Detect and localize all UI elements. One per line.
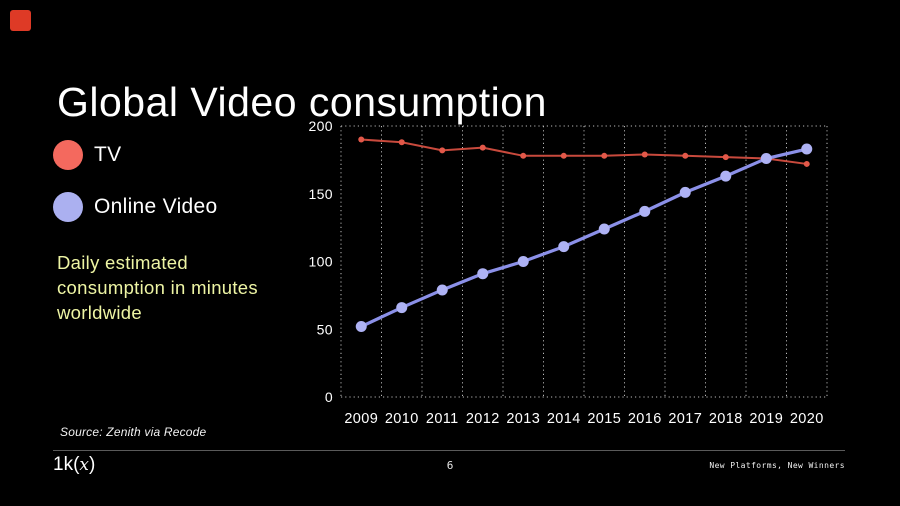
logo-text-close: ) xyxy=(89,454,96,475)
red-accent-square xyxy=(10,10,31,31)
svg-text:2010: 2010 xyxy=(385,411,419,427)
tv-point xyxy=(358,136,365,143)
tv-point xyxy=(479,144,486,151)
tv-point xyxy=(560,152,567,159)
page-number: 6 xyxy=(446,459,454,472)
page-title: Global Video consumption xyxy=(57,79,547,126)
logo-text: 1k( xyxy=(53,454,80,475)
online-video-swatch-icon xyxy=(53,192,83,222)
online-video-point xyxy=(558,241,570,253)
online-video-point xyxy=(720,170,732,182)
svg-text:100: 100 xyxy=(308,254,333,270)
svg-text:0: 0 xyxy=(325,389,333,405)
svg-text:2015: 2015 xyxy=(587,411,621,427)
svg-text:2013: 2013 xyxy=(506,411,540,427)
note-line-2: consumption in minutes xyxy=(57,277,258,298)
tv-point xyxy=(520,152,527,159)
tv-point xyxy=(439,147,446,154)
online-video-line xyxy=(360,147,808,328)
source-note: Source: Zenith via Recode xyxy=(60,425,207,439)
svg-text:2016: 2016 xyxy=(628,411,662,427)
online-video-point xyxy=(598,223,610,235)
online-video-point xyxy=(355,321,367,333)
tv-point xyxy=(803,160,810,167)
tv-point xyxy=(601,152,608,159)
1kx-logo: 1k(x) xyxy=(53,454,95,476)
chart-gridlines xyxy=(340,125,828,398)
online-video-point xyxy=(679,186,691,198)
svg-text:2012: 2012 xyxy=(466,411,500,427)
note-line-3: worldwide xyxy=(57,302,142,323)
online-video-point xyxy=(436,284,448,296)
tv-point xyxy=(722,154,729,161)
svg-text:2014: 2014 xyxy=(547,411,581,427)
svg-text:2020: 2020 xyxy=(790,411,824,427)
svg-text:150: 150 xyxy=(308,186,333,202)
y-axis-ticks: 200 150 100 50 0 xyxy=(308,118,333,405)
tv-point xyxy=(398,139,405,146)
legend-item-online-video: Online Video xyxy=(53,192,217,222)
footer-divider xyxy=(53,450,845,451)
tv-swatch-icon xyxy=(53,140,83,170)
x-axis-ticks: 2009 2010 2011 2012 2013 2014 2015 2016 2017 2018… xyxy=(344,411,823,427)
deck-title: New Platforms, New Winners xyxy=(709,461,845,470)
svg-text:50: 50 xyxy=(317,321,333,337)
online-video-point xyxy=(517,256,529,267)
online-video-point xyxy=(760,153,772,165)
svg-text:2017: 2017 xyxy=(668,411,702,427)
tv-point xyxy=(641,151,648,158)
online-video-point xyxy=(477,268,489,280)
tv-line xyxy=(361,138,807,165)
legend-item-tv: TV xyxy=(53,140,217,170)
svg-text:200: 200 xyxy=(308,118,333,134)
legend-label-online-video: Online Video xyxy=(94,195,218,218)
online-video-point xyxy=(801,143,813,155)
online-video-series xyxy=(355,143,813,333)
chart-legend: TV Online Video xyxy=(53,140,217,244)
legend-label-tv: TV xyxy=(94,143,122,166)
chart-subtitle-note: Daily estimated consumption in minutes w… xyxy=(57,250,258,325)
svg-text:2011: 2011 xyxy=(426,411,459,427)
svg-text:2019: 2019 xyxy=(749,411,783,427)
online-video-point xyxy=(396,302,408,314)
svg-text:2009: 2009 xyxy=(344,411,378,427)
online-video-point xyxy=(639,205,651,217)
note-line-1: Daily estimated xyxy=(57,252,188,273)
logo-x: x xyxy=(79,455,89,475)
tv-point xyxy=(682,152,689,159)
svg-text:2018: 2018 xyxy=(709,411,743,427)
